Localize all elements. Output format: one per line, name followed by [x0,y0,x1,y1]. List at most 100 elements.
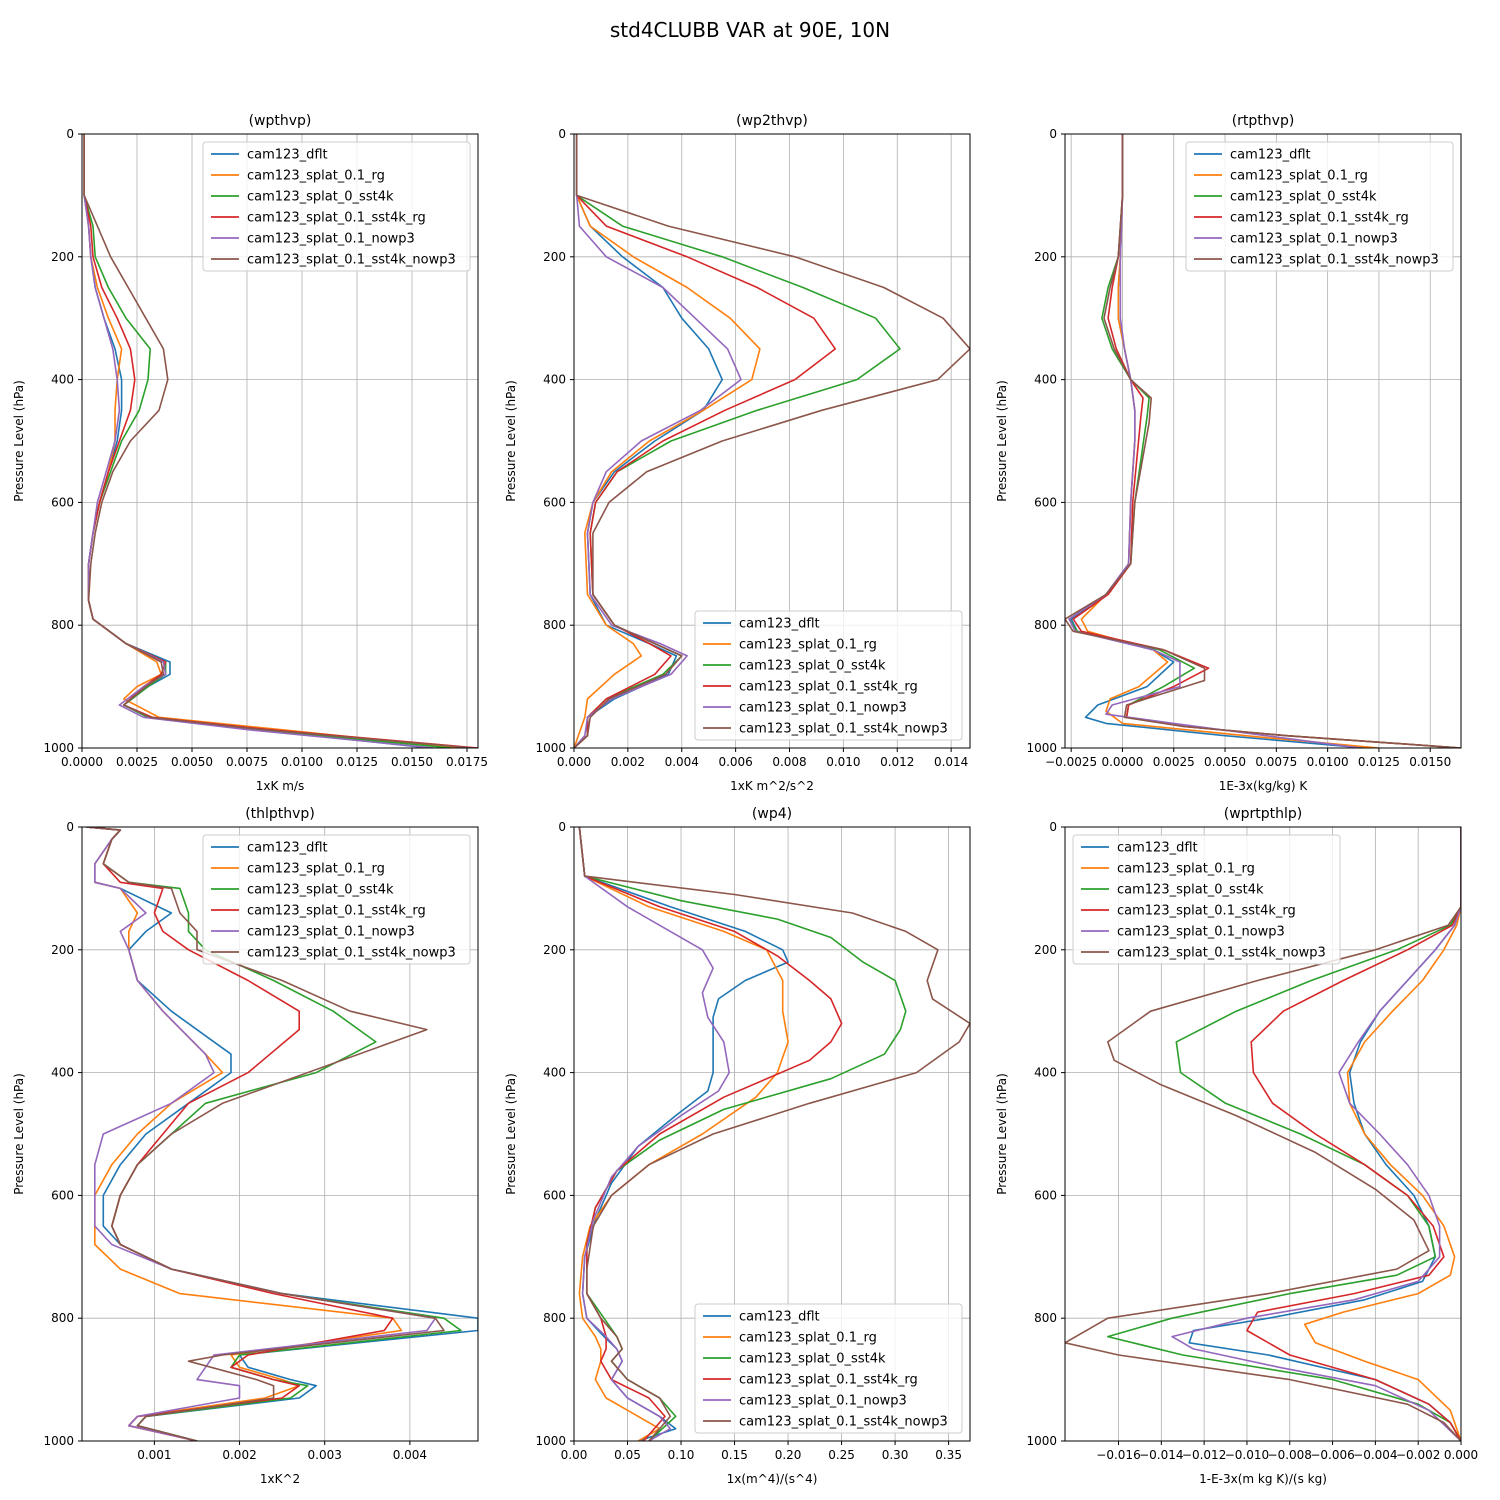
legend: cam123_dflt cam123_splat_0.1_rg cam123_spl… [1185,141,1454,272]
x-tick-label: −0.004 [1353,1448,1397,1462]
legend-label: cam123_splat_0.1_sst4k_rg [739,680,918,695]
x-tick-label: 0.00 [561,1448,588,1462]
x-tick-label: 0.05 [614,1448,641,1462]
series-line-cam123_splat_0.1_nowp3 [83,134,435,748]
x-axis-label: 1xK^2 [260,1472,300,1486]
x-tick-label: −0.002 [1396,1448,1440,1462]
legend-label: cam123_splat_0.1_nowp3 [1230,232,1398,247]
series-line-cam123_splat_0.1_sst4k_nowp3 [578,827,970,1441]
x-tick-label: 0.002 [611,755,645,769]
y-tick-label: 400 [543,1066,566,1080]
legend-label: cam123_dflt [739,617,820,632]
legend-label: cam123_splat_0.1_sst4k_rg [247,211,426,226]
y-axis-label: Pressure Level (hPa) [995,380,1009,502]
chart-panel-wp4: 0.00 0.05 0.10 0.15 0.20 0.25 0.30 0.35 0 200 400 6… [504,806,971,1486]
y-tick-label: 800 [543,1311,566,1325]
series-line-cam123_splat_0.1_sst4k_rg [578,827,843,1441]
series-line-cam123_splat_0.1_sst4k_nowp3 [1065,827,1461,1441]
legend-label: cam123_splat_0.1_nowp3 [739,1394,907,1409]
plot-frame [81,826,479,1442]
y-tick-label: 600 [543,1188,566,1202]
legend-label: cam123_dflt [247,841,328,856]
plot-frame [573,133,971,749]
series-line-cam123_splat_0.1_sst4k_rg [574,134,837,748]
x-tick-label: 0.10 [668,1448,695,1462]
legend-label: cam123_dflt [1230,148,1311,163]
legend-label: cam123_splat_0_sst4k [247,883,394,898]
legend-label: cam123_splat_0_sst4k [1230,190,1377,205]
x-tick-label: −0.010 [1225,1448,1269,1462]
series-line-cam123_splat_0.1_sst4k_nowp3 [574,134,970,748]
legend-label: cam123_splat_0_sst4k [739,1352,886,1367]
x-tick-label: −0.0025 [1045,755,1097,769]
legend-label: cam123_dflt [247,148,328,163]
chart-panel-rtpthvp: −0.0025 0.0000 0.0025 0.0050 0.0075 0.0100 0.0… [995,113,1462,793]
y-tick-label: 200 [1034,250,1057,264]
x-tick-label: 0.003 [308,1448,342,1462]
legend-label: cam123_splat_0_sst4k [1117,883,1264,898]
legend-label: cam123_splat_0.1_rg [739,1331,877,1346]
y-tick-label: 200 [543,943,566,957]
x-tick-label: 0.0175 [446,755,488,769]
legend-box [1072,834,1341,965]
x-tick-label: 0.014 [934,755,968,769]
x-tick-label: −0.012 [1182,1448,1226,1462]
x-tick-label: −0.008 [1268,1448,1312,1462]
y-tick-label: 200 [51,250,74,264]
legend-label: cam123_splat_0.1_rg [247,862,385,877]
y-tick-label: 200 [543,250,566,264]
y-tick-label: 0 [558,127,566,141]
x-tick-label: 0.000 [1444,1448,1478,1462]
chart-panel-thlpthvp: 0.001 0.002 0.003 0.004 0 200 400 600 800 1000 (th… [12,806,479,1486]
x-tick-label: 0.0150 [391,755,433,769]
y-tick-label: 600 [51,1188,74,1202]
x-tick-label: 0.0025 [1153,755,1195,769]
series-line-cam123_splat_0.1_rg [574,134,761,748]
y-axis-label: Pressure Level (hPa) [12,1073,26,1195]
legend-label: cam123_splat_0.1_nowp3 [247,232,415,247]
y-tick-label: 800 [1034,1311,1057,1325]
y-tick-label: 400 [1034,373,1057,387]
series-line-cam123_splat_0.1_sst4k_rg [1072,134,1461,748]
plot-frame [1064,133,1462,749]
legend-label: cam123_dflt [739,1310,820,1325]
x-tick-label: 0.004 [665,755,699,769]
y-tick-label: 400 [543,373,566,387]
x-tick-label: 0.002 [222,1448,256,1462]
x-tick-label: 0.0075 [226,755,268,769]
series-line-cam123_splat_0.1_sst4k_nowp3 [83,134,474,748]
x-tick-label: 0.000 [557,755,591,769]
legend: cam123_dflt cam123_splat_0.1_rg cam123_spl… [694,1303,963,1434]
x-axis-label: 1xK m^2/s^2 [730,779,814,793]
legend-label: cam123_splat_0_sst4k [247,190,394,205]
x-tick-label: 0.010 [826,755,860,769]
legend-label: cam123_splat_0.1_sst4k_nowp3 [739,1415,948,1430]
legend: cam123_dflt cam123_splat_0.1_rg cam123_spl… [694,610,963,741]
chart-title: (thlpthvp) [245,806,315,822]
legend-label: cam123_splat_0.1_rg [1117,862,1255,877]
x-tick-label: 0.20 [775,1448,802,1462]
x-tick-label: 0.006 [718,755,752,769]
x-tick-label: 0.001 [137,1448,171,1462]
figure-title: std4CLUBB VAR at 90E, 10N [610,18,890,42]
y-tick-label: 1000 [535,1434,566,1448]
x-tick-label: 0.004 [393,1448,427,1462]
y-axis-label: Pressure Level (hPa) [995,1073,1009,1195]
legend: cam123_dflt cam123_splat_0.1_rg cam123_spl… [202,141,471,272]
series-line-cam123_splat_0.1_sst4k_nowp3 [86,827,445,1441]
y-tick-label: 600 [51,495,74,509]
legend-label: cam123_splat_0.1_rg [247,169,385,184]
x-tick-label: 0.0025 [116,755,158,769]
plot-frame [1064,826,1462,1442]
x-tick-label: 0.0050 [171,755,213,769]
chart-title: (wprtpthlp) [1224,806,1303,822]
series-line-cam123_splat_0.1_nowp3 [578,827,731,1441]
y-tick-label: 600 [1034,495,1057,509]
y-tick-label: 800 [51,1311,74,1325]
legend-box [202,141,471,272]
chart-panel-wprtpthlp: −0.016−0.014−0.012−0.010−0.008−0.006−0.0… [995,806,1478,1486]
chart-title: (wp4) [752,806,792,822]
y-tick-label: 800 [51,618,74,632]
x-axis-label: 1-E-3x(m kg K)/(s kg) [1199,1472,1327,1486]
x-tick-label: 0.008 [772,755,806,769]
